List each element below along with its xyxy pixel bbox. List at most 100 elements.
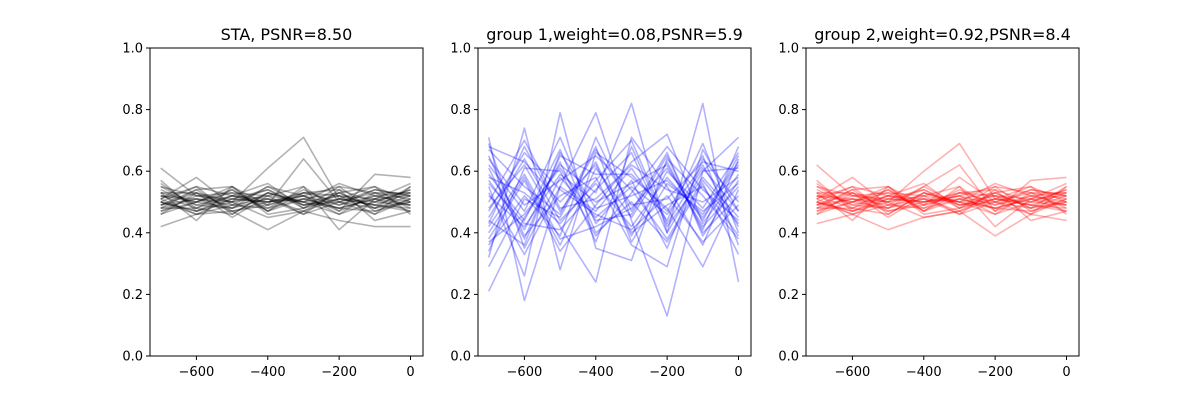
y-tick-label: 1.0 bbox=[778, 42, 799, 57]
panel-group-1: group 1,weight=0.08,PSNR=5.9 −600 −400 −20… bbox=[450, 25, 752, 380]
series-line-16 bbox=[816, 185, 1067, 212]
series-line-27 bbox=[488, 151, 740, 246]
series-line-16 bbox=[488, 142, 740, 256]
series-line-8 bbox=[488, 148, 740, 255]
series-line-12 bbox=[488, 145, 740, 243]
series-line-7 bbox=[488, 133, 740, 253]
tick-layer: −600 −400 −200 0 0.0 0.2 0.4 0.6 0.8 1.0 bbox=[122, 42, 414, 381]
y-tick-label: 0.2 bbox=[122, 288, 143, 303]
series-line-4 bbox=[160, 185, 411, 231]
series-line-28 bbox=[488, 145, 740, 237]
series-line-21 bbox=[487, 155, 740, 246]
series-line-17 bbox=[816, 185, 1067, 215]
series-line-24 bbox=[488, 139, 739, 209]
series-line-29 bbox=[160, 188, 411, 209]
series-line-18 bbox=[487, 145, 740, 252]
y-tick-label: 0.4 bbox=[122, 226, 143, 241]
y-tick-label: 0.2 bbox=[450, 288, 471, 303]
series-line-25 bbox=[816, 188, 1067, 212]
y-tick-label: 0.0 bbox=[122, 350, 143, 365]
series-line-1 bbox=[160, 136, 411, 206]
series-line-5 bbox=[160, 179, 411, 212]
series-line-12 bbox=[160, 182, 411, 212]
series-line-24 bbox=[816, 188, 1067, 216]
x-tick-label: −200 bbox=[649, 365, 685, 380]
y-tick-label: 0.8 bbox=[122, 103, 143, 118]
panel-title: group 1,weight=0.08,PSNR=5.9 bbox=[486, 25, 743, 44]
series-line-29 bbox=[488, 164, 740, 228]
series-line-9 bbox=[487, 145, 740, 237]
series-layer bbox=[816, 142, 1067, 237]
series-line-7 bbox=[160, 158, 411, 222]
series-line-30 bbox=[160, 192, 411, 212]
series-line-4 bbox=[816, 185, 1067, 228]
series-layer bbox=[160, 136, 411, 231]
series-line-15 bbox=[488, 146, 740, 246]
series-line-24 bbox=[160, 188, 411, 216]
series-line-1 bbox=[816, 142, 1067, 206]
series-line-14 bbox=[816, 188, 1067, 212]
series-line-7 bbox=[816, 176, 1067, 222]
series-line-22 bbox=[160, 185, 411, 216]
series-line-27 bbox=[160, 182, 411, 212]
series-line-12 bbox=[816, 182, 1067, 212]
series-line-25 bbox=[488, 155, 740, 243]
y-tick-label: 0.2 bbox=[778, 288, 799, 303]
series-layer bbox=[487, 102, 740, 317]
x-tick-label: −600 bbox=[835, 365, 871, 380]
series-line-9 bbox=[160, 188, 411, 216]
series-line-15 bbox=[816, 185, 1067, 216]
series-line-13 bbox=[816, 188, 1067, 216]
series-line-14 bbox=[160, 188, 411, 212]
series-line-19 bbox=[160, 185, 411, 215]
series-line-3 bbox=[160, 173, 411, 212]
series-line-20 bbox=[816, 188, 1067, 212]
x-tick-label: −200 bbox=[321, 365, 357, 380]
series-line-9 bbox=[816, 188, 1067, 216]
series-line-21 bbox=[816, 185, 1067, 216]
y-tick-label: 0.4 bbox=[450, 226, 471, 241]
y-tick-label: 0.8 bbox=[450, 103, 471, 118]
x-tick-label: −600 bbox=[179, 365, 215, 380]
x-tick-label: 0 bbox=[406, 365, 414, 380]
series-line-11 bbox=[160, 185, 411, 216]
series-line-2 bbox=[487, 111, 740, 317]
x-tick-label: −200 bbox=[977, 365, 1013, 380]
series-line-11 bbox=[488, 136, 740, 246]
series-line-22 bbox=[816, 185, 1067, 216]
y-tick-label: 1.0 bbox=[450, 42, 471, 57]
series-line-10 bbox=[160, 185, 411, 222]
y-tick-label: 0.4 bbox=[778, 226, 799, 241]
series-line-23 bbox=[160, 188, 411, 216]
series-line-29 bbox=[816, 188, 1067, 209]
series-line-17 bbox=[160, 185, 411, 215]
panel-title: STA, PSNR=8.50 bbox=[221, 25, 353, 44]
series-line-20 bbox=[488, 151, 740, 243]
series-line-26 bbox=[160, 185, 411, 212]
tick-layer: −600 −400 −200 0 0.0 0.2 0.4 0.6 0.8 1.0 bbox=[778, 42, 1070, 381]
y-tick-label: 0.8 bbox=[778, 103, 799, 118]
series-line-5 bbox=[816, 179, 1067, 212]
series-line-2 bbox=[160, 210, 411, 231]
panel-sta: STA, PSNR=8.50 −600 −400 −200 0 0.0 0.2 0.4 0.6… bbox=[122, 25, 424, 381]
x-tick-label: −400 bbox=[906, 365, 942, 380]
series-line-4 bbox=[487, 111, 740, 277]
y-tick-label: 0.0 bbox=[450, 350, 471, 365]
y-tick-label: 0.0 bbox=[778, 350, 799, 365]
y-tick-label: 1.0 bbox=[122, 42, 143, 57]
series-line-22 bbox=[488, 155, 740, 240]
series-line-19 bbox=[488, 151, 739, 234]
series-line-18 bbox=[816, 185, 1067, 209]
series-line-11 bbox=[816, 185, 1067, 216]
panel-group-2: group 2,weight=0.92,PSNR=8.4 −600 −400 −20… bbox=[778, 25, 1080, 381]
y-tick-label: 0.6 bbox=[122, 165, 143, 180]
axes-frame bbox=[477, 47, 752, 357]
series-line-19 bbox=[816, 185, 1067, 215]
series-line-5 bbox=[488, 136, 740, 283]
series-line-14 bbox=[488, 136, 740, 249]
series-line-10 bbox=[487, 143, 740, 249]
series-line-26 bbox=[488, 139, 740, 225]
series-line-28 bbox=[816, 185, 1067, 212]
series-line-30 bbox=[487, 148, 739, 268]
